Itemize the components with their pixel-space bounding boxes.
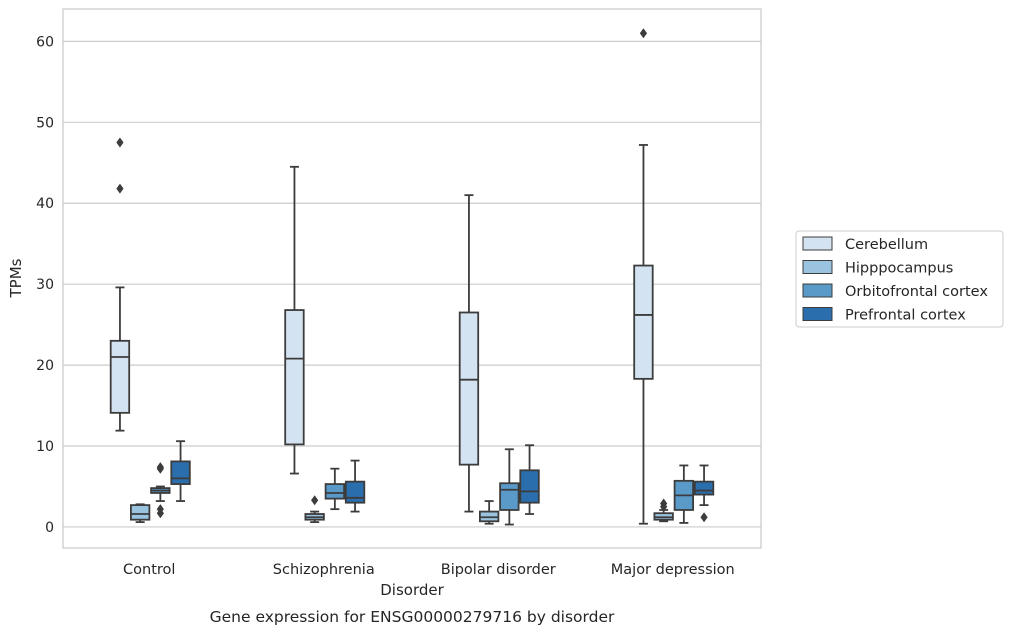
box-iqr (324, 483, 346, 500)
box-hipppocampus (304, 495, 325, 524)
y-tick-labels: 0 10 20 30 40 50 60 (36, 34, 54, 536)
box-iqr (129, 504, 151, 521)
box-prefrontal-cortex (693, 464, 715, 523)
box-cerebellum (633, 28, 654, 525)
x-tick-label: Schizophrenia (273, 562, 375, 578)
box-iqr (499, 482, 520, 511)
box-cerebellum (109, 137, 131, 432)
box-iqr (344, 480, 366, 504)
outlier-point (156, 462, 164, 473)
box-hipppocampus (478, 500, 500, 525)
chart-caption: Gene expression for ENSG00000279716 by d… (210, 608, 615, 626)
box-hipppocampus (129, 503, 151, 524)
y-tick-label: 30 (36, 277, 54, 293)
x-tick-labels: Control Schizophrenia Bipolar disorder Majo… (123, 562, 735, 578)
x-tick-label: Control (123, 562, 175, 578)
box-orbitofrontal-cortex (150, 462, 171, 519)
legend-swatch (802, 236, 833, 251)
legend-label: Hipppocampus (845, 261, 953, 277)
box-iqr (109, 339, 131, 414)
box-prefrontal-cortex (344, 459, 366, 513)
box-iqr (170, 460, 191, 485)
box-hipppocampus (653, 498, 674, 523)
legend-swatch (802, 260, 833, 274)
legend-label: Orbitofrontal cortex (845, 284, 988, 300)
y-tick-label: 20 (36, 358, 54, 374)
x-axis-label: Disorder (380, 581, 444, 599)
outlier-point (116, 137, 124, 148)
box-iqr (284, 309, 305, 446)
box-iqr (633, 264, 654, 380)
outlier-point (700, 512, 708, 523)
y-tick-label: 60 (36, 34, 54, 50)
outlier-point (311, 495, 319, 506)
box-prefrontal-cortex (170, 440, 191, 502)
outlier-point (639, 28, 648, 39)
y-axis-label: TPMs (7, 258, 25, 298)
box-orbitofrontal-cortex (673, 464, 694, 524)
legend-swatch (802, 307, 833, 321)
box-prefrontal-cortex (519, 444, 540, 515)
outlier-point (116, 183, 124, 194)
box-groups (109, 28, 715, 526)
plot-frame (62, 8, 762, 549)
legend-swatch (802, 283, 833, 298)
box-iqr (458, 311, 480, 466)
x-tick-label: Bipolar disorder (441, 562, 556, 578)
y-tick-label: 10 (36, 439, 54, 455)
x-tick-label: Major depression (611, 562, 735, 578)
box-iqr (693, 480, 715, 496)
y-tick-label: 0 (45, 520, 54, 536)
box-orbitofrontal-cortex (324, 467, 346, 511)
box-iqr (519, 469, 540, 504)
legend: Cerebellum Hipppocampus Orbitofrontal cort… (795, 230, 1004, 328)
legend-label: Prefrontal cortex (845, 308, 966, 324)
box-cerebellum (458, 194, 480, 513)
box-orbitofrontal-cortex (499, 448, 520, 526)
box-cerebellum (284, 165, 305, 475)
y-tick-label: 40 (36, 196, 54, 212)
gridlines (63, 40, 761, 528)
legend-label: Cerebellum (845, 237, 928, 253)
outlier-point (660, 498, 668, 509)
outlier-point (156, 504, 164, 515)
y-tick-label: 50 (36, 115, 54, 131)
legend-frame (795, 230, 1004, 328)
